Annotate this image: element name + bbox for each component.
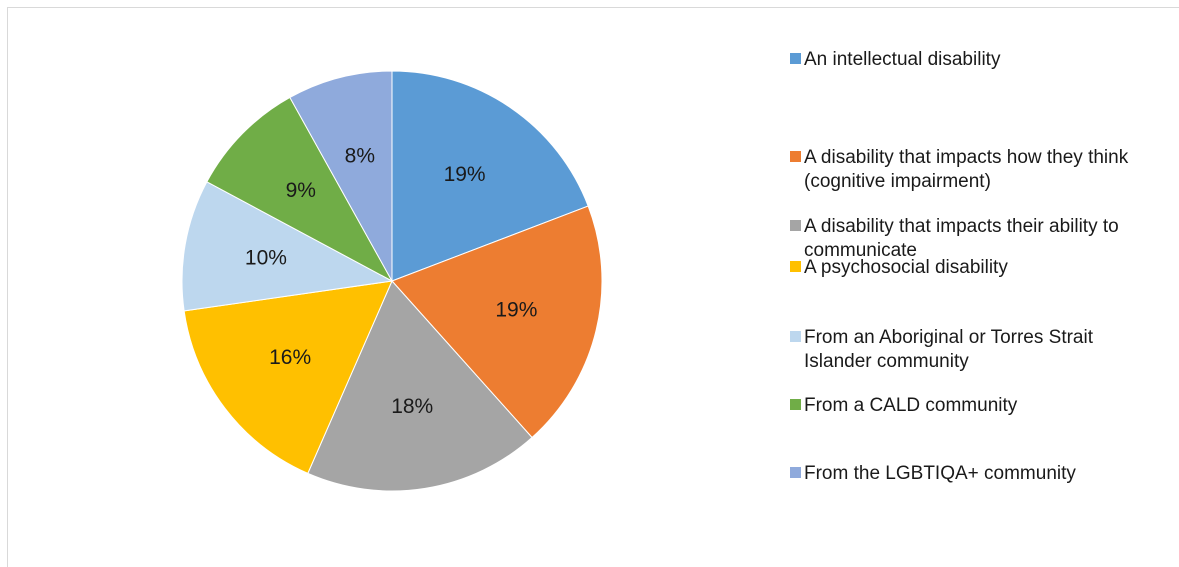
legend-item-3: A psychosocial disability (790, 256, 1164, 280)
pie-slice-6 (289, 70, 393, 283)
legend-label-2: A disability that impacts their ability … (804, 216, 1119, 261)
chart-frame (7, 7, 1179, 567)
legend-swatch-3 (790, 261, 801, 272)
legend-label-4: From an Aboriginal or Torres Strait Isla… (804, 327, 1093, 372)
data-label-3: 16% (269, 346, 311, 369)
data-label-6: 8% (345, 145, 375, 168)
legend-label-0: An intellectual disability (804, 49, 1001, 70)
data-label-2: 18% (391, 395, 433, 418)
legend-item-6: From the LGBTIQA+ community (790, 462, 1164, 486)
legend-swatch-6 (790, 467, 801, 478)
legend-item-1: A disability that impacts how they think… (790, 146, 1164, 194)
legend-label-1: A disability that impacts how they think… (804, 147, 1129, 192)
legend-swatch-0 (790, 53, 801, 64)
pie-slice-2 (307, 280, 533, 492)
pie-chart: 19% 19% 18% 16% 10% 9% 8% (181, 70, 603, 492)
legend-swatch-5 (790, 399, 801, 410)
legend-label-3: A psychosocial disability (804, 257, 1008, 278)
legend-swatch-1 (790, 151, 801, 162)
legend-item-2: A disability that impacts their ability … (790, 215, 1164, 263)
data-label-4: 10% (245, 246, 287, 269)
legend-label-6: From the LGBTIQA+ community (804, 463, 1076, 484)
legend-swatch-4 (790, 331, 801, 342)
pie-slice-3 (183, 280, 393, 475)
data-label-0: 19% (444, 163, 486, 186)
data-label-1: 19% (495, 299, 537, 322)
pie-slice-1 (391, 205, 603, 439)
legend-label-5: From a CALD community (804, 395, 1018, 416)
legend-item-4: From an Aboriginal or Torres Strait Isla… (790, 326, 1164, 374)
legend-swatch-2 (790, 220, 801, 231)
pie-slice-5 (206, 96, 394, 283)
pie-data-labels: 19% 19% 18% 16% 10% 9% 8% (245, 145, 537, 418)
legend-item-0: An intellectual disability (790, 48, 1164, 72)
legend-item-5: From a CALD community (790, 394, 1164, 418)
pie-slice-4 (181, 181, 394, 312)
pie-slice-0 (391, 70, 589, 282)
data-label-5: 9% (286, 179, 316, 202)
pie-slices (181, 70, 603, 492)
